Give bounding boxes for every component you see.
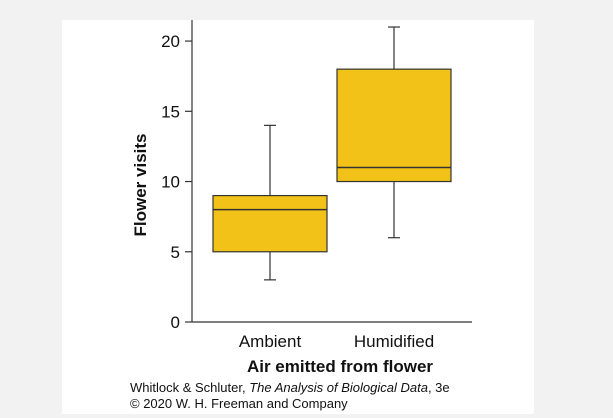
box-humidified [336,26,452,239]
y-tick-label: 15 [161,102,180,121]
labels: Ambient Humidified Air emitted from flower… [131,134,434,376]
y-tick-label: 5 [171,243,180,262]
axes: 0 5 10 15 20 [161,20,472,332]
box-ambient [212,124,328,281]
x-tick-label: Ambient [239,332,302,351]
iqr-box [212,194,328,253]
x-tick-label: Humidified [354,332,434,351]
y-axis-title: Flower visits [131,134,150,237]
y-tick-label: 20 [161,32,180,51]
iqr-box [336,68,452,183]
y-tick-label: 10 [161,173,180,192]
credit-line-2: © 2020 W. H. Freeman and Company [130,396,348,411]
credit-edition: , 3e [427,380,450,395]
credit-line-1: Whitlock & Schluter, The Analysis of Bio… [130,380,450,396]
boxes [212,26,452,281]
x-axis-title: Air emitted from flower [247,357,433,376]
credit-book-title: The Analysis of Biological Data [249,380,428,395]
y-tick-label: 0 [171,313,180,332]
credit-authors: Whitlock & Schluter, [130,380,250,395]
